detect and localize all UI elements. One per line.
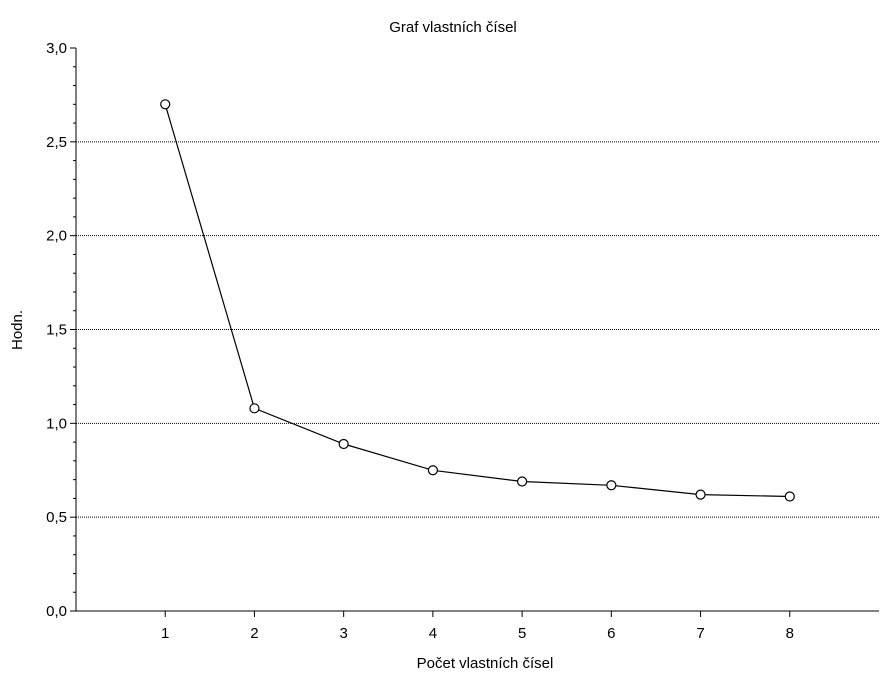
grid-lines — [76, 141, 879, 518]
x-tick-label: 4 — [429, 625, 437, 642]
data-point — [517, 476, 528, 487]
x-axis-label: Počet vlastních čísel — [417, 655, 554, 672]
x-tick-label: 8 — [786, 625, 794, 642]
y-tick-label: 0,5 — [46, 509, 67, 526]
y-tick-label: 1,0 — [46, 415, 67, 432]
x-tick-label: 7 — [696, 625, 704, 642]
y-axis-label: Hodn. — [9, 310, 26, 350]
data-point — [784, 491, 795, 502]
y-axis-ticks: 0,0 0,5 1,0 1,5 2,0 2,5 3,0 — [46, 40, 76, 620]
data-point — [606, 480, 617, 491]
y-tick-label: 3,0 — [46, 40, 67, 57]
data-point — [338, 438, 349, 450]
data-point — [695, 489, 706, 500]
x-tick-label: 6 — [607, 625, 615, 642]
series-line — [164, 104, 790, 498]
series-eigenvalues — [160, 99, 795, 502]
data-point — [160, 99, 171, 110]
y-tick-label: 1,5 — [46, 322, 67, 339]
x-axis-ticks: 1 2 3 4 5 6 7 8 — [161, 611, 794, 642]
y-tick-label: 2,0 — [46, 228, 67, 245]
x-tick-label: 1 — [161, 625, 169, 642]
y-tick-label: 0,0 — [46, 603, 67, 620]
data-point — [427, 465, 438, 476]
x-tick-label: 3 — [339, 625, 347, 642]
y-tick-label: 2,5 — [46, 134, 67, 151]
chart-title: Graf vlastních čísel — [389, 19, 517, 36]
x-tick-label: 5 — [518, 625, 526, 642]
x-tick-label: 2 — [250, 625, 258, 642]
data-point — [249, 403, 260, 414]
